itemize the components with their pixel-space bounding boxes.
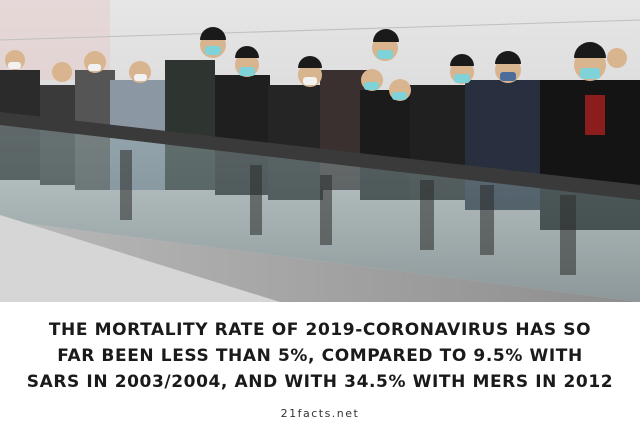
crowd-on-walkway-photo-icon	[0, 0, 640, 302]
headline-line-1: THE MORTALITY RATE OF 2019-CORONAVIRUS H…	[48, 320, 592, 340]
caption-panel: THE MORTALITY RATE OF 2019-CORONAVIRUS H…	[0, 302, 640, 427]
headline-line-3: SARS IN 2003/2004, AND WITH 34.5% WITH M…	[26, 372, 614, 392]
crowd-photo	[0, 0, 640, 302]
headline-line-2: FAR BEEN LESS THAN 5%, COMPARED TO 9.5% …	[57, 346, 583, 366]
source-site: 21facts.net	[280, 407, 360, 420]
